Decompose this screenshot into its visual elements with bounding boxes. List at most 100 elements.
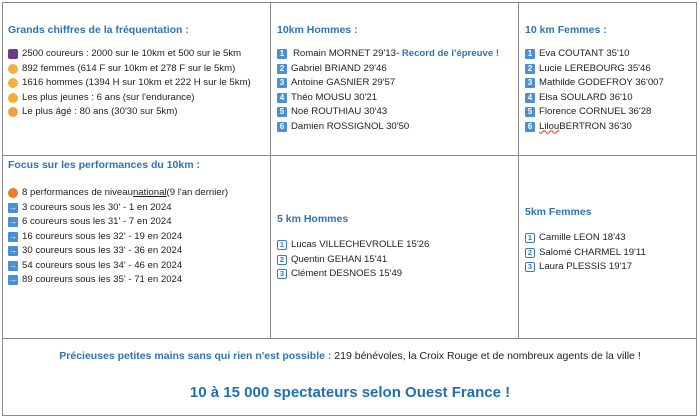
women10-title: 10 km Femmes :	[525, 24, 607, 36]
rank-1-icon: 1	[525, 233, 535, 244]
result-text: Lucie LEREBOURG 35'46	[539, 62, 651, 74]
result-text: Florence CORNUEL 36'28	[539, 106, 652, 117]
rank-4-icon: 4	[525, 92, 535, 103]
volunteers-text: 219 bénévoles, la Croix Rouge et de nomb…	[331, 350, 641, 362]
rank-6-icon: 6	[525, 121, 535, 132]
volunteers-lead: Précieuses petites mains sans qui rien n…	[59, 350, 332, 362]
list-item: 5 Florence CORNUEL 36'28	[525, 105, 664, 120]
result-text: Camille LEON 18'43	[539, 232, 626, 243]
focus-text: 54 coureurs sous les 34' - 46 en 2024	[22, 259, 183, 271]
rank-2-icon: 2	[525, 247, 535, 258]
rank-3-icon: 3	[277, 269, 287, 280]
list-item: 2 Lucie LEREBOURG 35'46	[525, 62, 664, 77]
rank-1-icon: 1	[277, 240, 287, 251]
focus-cell: Focus sur les performances du 10km : 8 p…	[8, 159, 228, 288]
list-item: 1616 hommes (1394 H sur 10km et 222 H su…	[8, 76, 251, 91]
list-item: 3 Antoine GASNIER 29'57	[277, 76, 499, 91]
list-item: → 54 coureurs sous les 34' - 46 en 2024	[8, 259, 228, 274]
stat-text: Le plus âgé : 80 ans (30'30 sur 5km)	[22, 106, 178, 117]
text: national	[132, 187, 167, 198]
stat-text: 1616 hommes (1394 H sur 10km et 222 H su…	[22, 77, 251, 88]
stat-text: 2500 coureurs : 2000 sur le 10km et 500 …	[22, 48, 242, 59]
runner-icon	[8, 78, 18, 89]
list-item: 1 Romain MORNET 29'13 - Record de l'épreu…	[277, 47, 499, 62]
stat-text: 892 femmes (614 F sur 10km et 278 F sur …	[22, 62, 236, 74]
list-item: 1 Eva COUTANT 35'10	[525, 47, 664, 62]
rank-1-icon: 1	[277, 49, 287, 60]
rank-5-icon: 5	[525, 107, 535, 118]
result-text: Théo MOUSU 30'21	[291, 91, 378, 103]
rank-2-icon: 2	[525, 63, 535, 74]
record-label: - Record de l'épreuve !	[395, 48, 500, 59]
list-item: 1 Lucas VILLECHEVROLLE 15'26	[277, 238, 429, 253]
list-item: 4 Elsa SOULARD 36'10	[525, 91, 664, 106]
men5-title: 5 km Hommes	[277, 213, 349, 225]
list-item: → 6 coureurs sous les 31' - 7 en 2024	[8, 215, 228, 230]
list-item: Le plus âgé : 80 ans (30'30 sur 5km)	[8, 105, 251, 120]
rank-2-icon: 2	[277, 63, 287, 74]
focus-text: 3 coureurs sous les 30' - 1 en 2024	[22, 201, 172, 213]
people-icon	[8, 49, 18, 60]
rank-3-icon: 3	[277, 78, 287, 89]
result-text: Romain MORNET 29'13	[293, 48, 396, 59]
result-text: Salomé CHARMEL 19'11	[539, 246, 646, 258]
rank-6-icon: 6	[277, 121, 287, 132]
arrow-right-icon: →	[8, 217, 18, 228]
fire-icon	[8, 188, 18, 199]
men10-title: 10km Hommes :	[277, 24, 358, 36]
list-item: Les plus jeunes : 6 ans (sur l'endurance…	[8, 91, 251, 106]
list-item: → 89 coureurs sous les 35' - 71 en 2024	[8, 273, 228, 288]
first-name: Lilou	[539, 120, 560, 132]
result-text: BERTRON 36'30	[559, 120, 632, 132]
women10-cell: 10 km Femmes : 1 Eva COUTANT 35'10 2 Lucie …	[525, 24, 664, 134]
list-item: 892 femmes (614 F sur 10km et 278 F sur …	[8, 62, 251, 77]
result-text: Noé ROUTHIAU 30'43	[291, 106, 388, 117]
result-text: Quentin GEHAN 15'41	[291, 253, 388, 265]
volunteers-line: Précieuses petites mains sans qui rien n…	[0, 350, 700, 362]
arrow-right-icon: →	[8, 260, 18, 271]
rank-2-icon: 2	[277, 254, 287, 265]
result-text: Damien ROSSIGNOL 30'50	[291, 120, 410, 132]
list-item: 1 Camille LEON 18'43	[525, 231, 646, 246]
arrow-right-icon: →	[8, 231, 18, 242]
stat-text: Les plus jeunes : 6 ans (sur l'endurance…	[22, 91, 195, 103]
divider	[270, 2, 271, 339]
result-text: Elsa SOULARD 36'10	[539, 91, 633, 103]
stats-title: Grands chiffres de la fréquentation :	[8, 24, 189, 36]
focus-text: 16 coureurs sous les 32' - 19 en 2024	[22, 230, 183, 242]
divider	[518, 2, 519, 339]
rank-1-icon: 1	[525, 49, 535, 60]
focus-title: Focus sur les performances du 10km :	[8, 159, 200, 171]
list-item: 3 Laura PLESSIS 19'17	[525, 260, 646, 275]
focus-text: 89 coureurs sous les 35' - 71 en 2024	[22, 274, 183, 285]
list-item: 4 Théo MOUSU 30'21	[277, 91, 499, 106]
rank-3-icon: 3	[525, 78, 535, 89]
arrow-right-icon: →	[8, 275, 18, 286]
list-item: 8 performances de niveau national (9 l'a…	[8, 186, 228, 201]
list-item: 2 Quentin GEHAN 15'41	[277, 253, 429, 268]
list-item: 2500 coureurs : 2000 sur le 10km et 500 …	[8, 47, 251, 62]
rank-3-icon: 3	[525, 262, 535, 273]
result-text: Lucas VILLECHEVROLLE 15'26	[291, 239, 430, 250]
women5-cell: 5km Femmes 1 Camille LEON 18'43 2 Salomé CH…	[525, 206, 646, 275]
focus-text: 30 coureurs sous les 33' - 36 en 2024	[22, 245, 183, 256]
runner-icon	[8, 63, 18, 74]
women5-title: 5km Femmes	[525, 206, 592, 218]
list-item: 3 Mathilde GODEFROY 36'007	[525, 76, 664, 91]
arrow-right-icon: →	[8, 246, 18, 257]
divider	[2, 338, 697, 339]
focus-text: 6 coureurs sous les 31' - 7 en 2024	[22, 216, 172, 227]
divider	[2, 155, 697, 156]
rank-5-icon: 5	[277, 107, 287, 118]
result-text: Gabriel BRIAND 29'46	[291, 62, 387, 74]
text: (9 l'an dernier)	[166, 187, 229, 198]
result-text: Eva COUTANT 35'10	[539, 48, 630, 59]
list-item: 2 Salomé CHARMEL 19'11	[525, 246, 646, 261]
result-text: Antoine GASNIER 29'57	[291, 77, 396, 88]
list-item: 6 Damien ROSSIGNOL 30'50	[277, 120, 499, 135]
stats-cell: Grands chiffres de la fréquentation : 25…	[8, 24, 251, 120]
list-item: → 16 coureurs sous les 32' - 19 en 2024	[8, 230, 228, 245]
men5-cell: 5 km Hommes 1 Lucas VILLECHEVROLLE 15'26 2…	[277, 213, 429, 282]
list-item: → 3 coureurs sous les 30' - 1 en 2024	[8, 201, 228, 216]
